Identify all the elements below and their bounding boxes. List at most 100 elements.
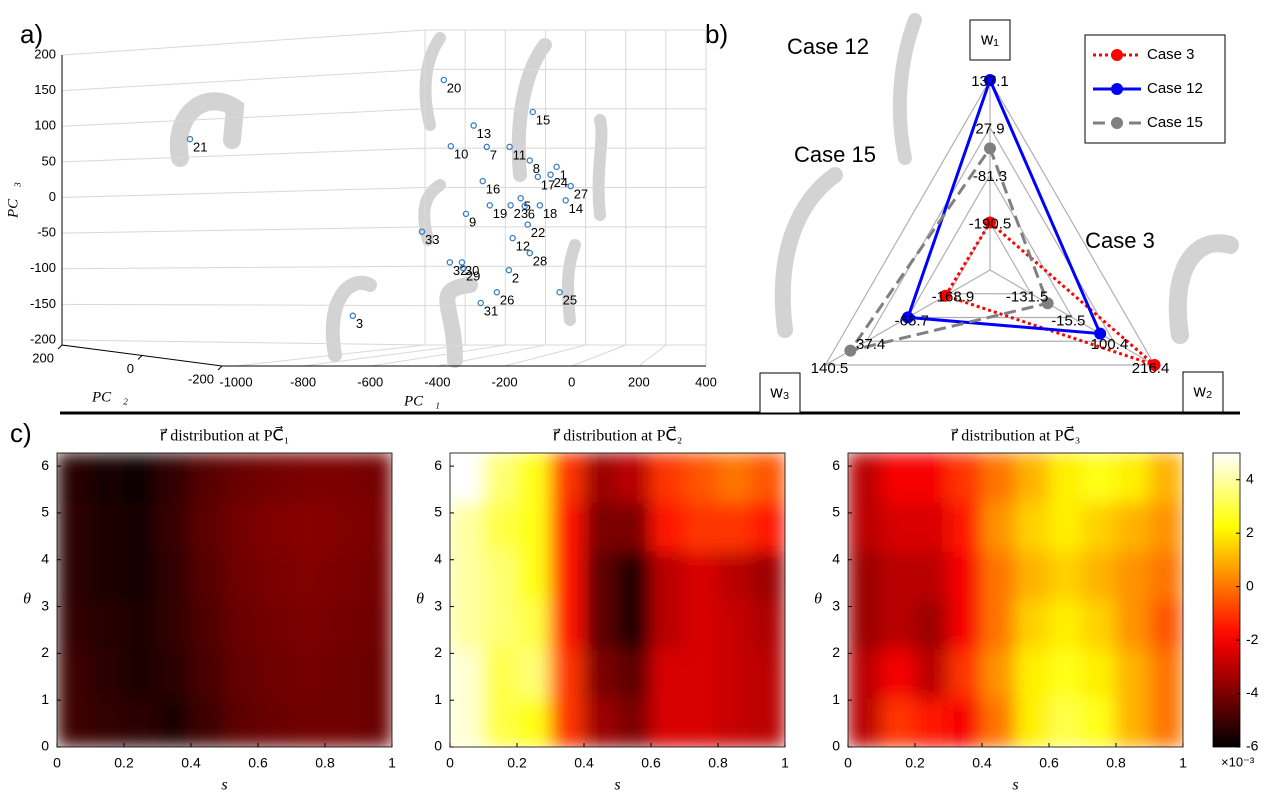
heatmap-cell <box>1048 453 1083 503</box>
heatmap-cell <box>450 501 484 552</box>
point-label: 11 <box>513 147 527 162</box>
y-tick-label: 1 <box>434 691 442 707</box>
heatmap-cell <box>914 599 949 650</box>
point-label: 14 <box>569 201 583 216</box>
point <box>536 202 544 209</box>
heatmap-cell <box>848 501 882 552</box>
point-label: 16 <box>486 182 500 197</box>
heatmap-cell <box>684 599 719 650</box>
heatmap-cell <box>1115 453 1150 503</box>
point-label: 15 <box>536 112 550 127</box>
point <box>477 299 484 307</box>
radar-line <box>846 145 1050 353</box>
heatmap-cell <box>1015 501 1050 552</box>
heatmap-cell <box>881 697 916 747</box>
radar-point <box>844 344 857 357</box>
radar-ring <box>824 78 1156 366</box>
radar-point <box>984 216 996 229</box>
heatmap-cell <box>948 453 983 503</box>
heatmap-cell <box>90 453 125 503</box>
heatmap-cell <box>1048 550 1083 601</box>
point <box>507 202 514 209</box>
heatmap-cell <box>257 550 292 601</box>
point <box>493 289 501 296</box>
heatmap-cell <box>717 453 752 503</box>
x-tick-label: 0.8 <box>315 755 335 771</box>
heatmap-cell <box>981 453 1016 503</box>
heatmap-cell <box>583 599 618 650</box>
plot-frame <box>449 452 786 748</box>
y-tick-label: 2 <box>41 644 49 660</box>
grid-line <box>61 265 706 270</box>
y-tick-label: 3 <box>832 597 840 613</box>
point-label: 17 <box>541 177 555 192</box>
heatmap-cell <box>324 648 359 699</box>
point <box>505 266 513 274</box>
y-tick-label: 6 <box>832 457 840 473</box>
heatmap-cell <box>1048 697 1083 747</box>
point-label: 12 <box>516 239 530 254</box>
heatmap-cell <box>981 550 1016 601</box>
heatmap-cell <box>291 453 326 503</box>
z-tick-label: -50 <box>37 225 56 240</box>
radar-tick-label: 27.9 <box>975 120 1004 137</box>
colorbar-tick-label: -6 <box>1246 738 1259 754</box>
radar-tick-label: -81.3 <box>973 168 1007 185</box>
heatmap-cell <box>90 697 125 747</box>
heatmap-cell <box>981 697 1016 747</box>
heatmap-cell <box>650 697 685 747</box>
y-axis-label: θ <box>814 591 822 608</box>
x-tick-label: 0 <box>446 755 454 771</box>
heatmap-clip <box>450 453 785 747</box>
point-label: 18 <box>543 206 557 221</box>
tick-mark <box>217 365 223 371</box>
heatmap-cell <box>848 453 882 503</box>
heatmap-cell <box>751 697 785 747</box>
heatmap-cell <box>257 599 292 650</box>
heatmap-cell <box>684 550 719 601</box>
panel-label: c) <box>10 418 32 448</box>
heatmap-cell <box>224 599 259 650</box>
heatmap-cell <box>1115 550 1150 601</box>
point-label: 23 <box>514 206 528 221</box>
colorbar-tick-label: 2 <box>1246 524 1254 540</box>
heatmap-cell <box>1082 697 1117 747</box>
heatmap-cell <box>1082 550 1117 601</box>
x-tick-label: 0 <box>568 374 575 389</box>
y-tick-label: 0 <box>434 738 442 754</box>
grid-line <box>235 30 426 367</box>
heatmap-cell <box>583 550 618 601</box>
point <box>562 197 569 204</box>
grid-line <box>61 147 706 163</box>
y-tick-label: -200 <box>188 371 214 386</box>
x-axis-label: PC⃗₁ <box>403 393 440 409</box>
heatmap-cell <box>948 550 983 601</box>
heatmap-cell <box>291 550 326 601</box>
radar-line <box>905 75 1103 336</box>
point <box>349 312 357 320</box>
heatmap-cell <box>157 648 192 699</box>
heatmap-cell <box>1149 453 1183 503</box>
heatmap-cell <box>358 697 392 747</box>
panel-label: b) <box>705 19 728 49</box>
heatmap-cell <box>650 599 685 650</box>
y-tick-label: 6 <box>41 457 49 473</box>
heatmap-cell <box>948 501 983 552</box>
heatmap-cell <box>684 697 719 747</box>
point <box>479 177 486 185</box>
radar-tick-label: -168.9 <box>932 289 975 306</box>
heatmap-cell <box>190 501 225 552</box>
heatmap-cell <box>1015 550 1050 601</box>
heatmap-cell <box>1015 453 1050 503</box>
heatmap-cell <box>848 550 882 601</box>
heatmap-cell <box>57 550 91 601</box>
x-tick-label: 0.6 <box>641 755 661 771</box>
y-tick-label: 0 <box>41 738 49 754</box>
heatmap-cell <box>190 648 225 699</box>
y-tick-label: 4 <box>434 550 442 566</box>
heatmap-cell <box>550 599 585 650</box>
point-label: 7 <box>490 147 497 162</box>
grid-line <box>61 108 706 127</box>
radar-axis-label: w₂ <box>1193 381 1213 400</box>
radar-tick-label: -131.5 <box>1006 289 1049 306</box>
